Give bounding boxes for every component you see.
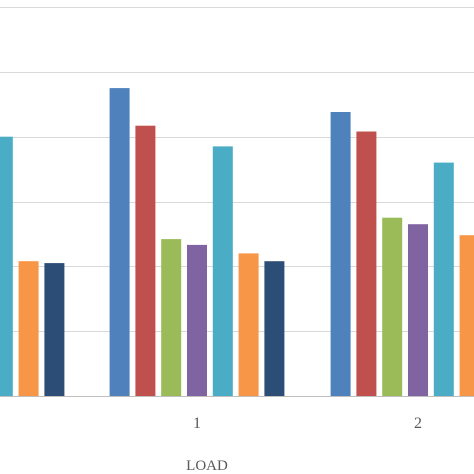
x-axis-title: LOAD	[186, 458, 228, 474]
bar-series5-cat2	[433, 162, 454, 396]
bar-series2-cat2	[356, 131, 377, 396]
bar-series3-cat2	[382, 217, 403, 396]
gridlines	[0, 7, 474, 397]
bars	[0, 88, 474, 396]
bar-series7-cat0	[44, 263, 65, 396]
bar-series3-cat1	[161, 239, 182, 396]
bar-series5-cat1	[212, 146, 233, 396]
bar-series1-cat2	[330, 112, 351, 396]
bar-series6-cat2	[459, 235, 474, 396]
x-tick-label: 2	[414, 415, 422, 432]
bar-series6-cat0	[18, 261, 39, 396]
bar-series4-cat2	[408, 224, 428, 396]
bar-series5-cat0	[0, 136, 13, 396]
bar-series7-cat1	[264, 261, 285, 396]
x-tick-label: 1	[193, 415, 201, 432]
bar-series4-cat1	[187, 244, 207, 396]
bar-series2-cat1	[135, 125, 156, 396]
bar-series1-cat1	[109, 88, 130, 396]
bar-series6-cat1	[238, 253, 259, 396]
